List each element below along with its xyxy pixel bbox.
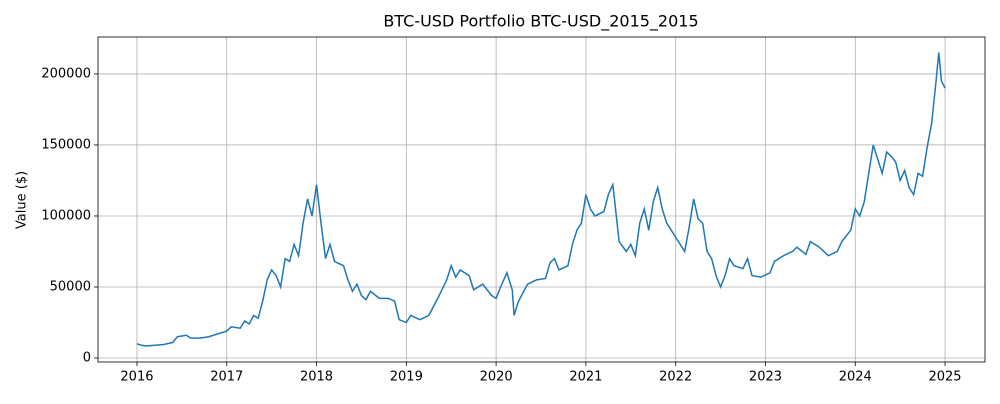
y-tick-label: 50000	[50, 280, 91, 295]
x-tick-label: 2020	[480, 370, 513, 385]
y-tick-label: 0	[83, 351, 91, 366]
x-tick-label: 2025	[928, 370, 961, 385]
x-tick-label: 2024	[839, 370, 872, 385]
x-tick-label: 2017	[210, 370, 243, 385]
data-line	[136, 52, 946, 347]
x-tick-label: 2021	[569, 370, 602, 385]
y-tick-label: 100000	[41, 208, 91, 223]
plot-frame	[97, 36, 986, 363]
x-tick-label: 2022	[659, 370, 692, 385]
x-tick-label: 2019	[390, 370, 423, 385]
y-tick-label: 150000	[41, 137, 91, 152]
y-tick-label: 200000	[41, 66, 91, 81]
x-tick-label: 2016	[120, 370, 153, 385]
x-tick-label: 2018	[300, 370, 333, 385]
chart-title: BTC-USD Portfolio BTC-USD_2015_2015	[383, 12, 698, 32]
x-tick-label: 2023	[749, 370, 782, 385]
y-axis-label: Value ($)	[15, 171, 30, 229]
